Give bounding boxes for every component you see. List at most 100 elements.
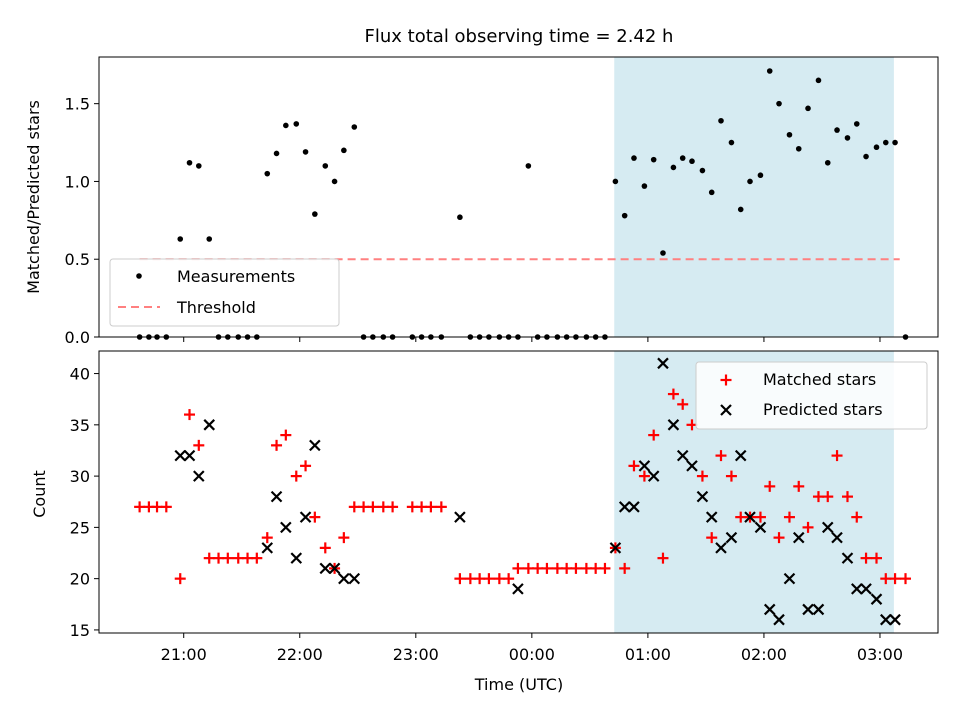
measurement-point [718, 117, 724, 124]
matched-point [570, 562, 582, 574]
measurement-point [776, 100, 782, 107]
matched-point [667, 388, 679, 400]
predicted-point [647, 470, 660, 482]
measurement-point [708, 189, 715, 196]
bottom-x-axis: 21:00 22:00 23:00 00:00 01:00 02:00 03:00 [161, 633, 903, 664]
matched-point [638, 470, 650, 482]
bottom-y-tick-label: 35 [70, 416, 90, 435]
predicted-point [696, 490, 709, 503]
predicted-point-d2 [754, 521, 767, 534]
matched-point [280, 429, 292, 441]
measurement-point [293, 121, 300, 127]
predicted-point-d2 [763, 603, 776, 616]
predicted-point-d2 [880, 613, 892, 626]
legend-measurements-label: Measurements [177, 267, 295, 286]
matched-point [599, 562, 611, 574]
predicted-point [686, 460, 698, 472]
predicted-point-d2 [870, 593, 883, 605]
measurement-point [795, 145, 802, 152]
predicted-point [754, 521, 767, 534]
measurement-point [341, 147, 347, 154]
matched-stars-series [134, 388, 912, 585]
bottom-legend-box [695, 361, 928, 430]
predicted-point-d2 [802, 603, 814, 616]
matched-point [503, 573, 515, 585]
predicted-point [715, 542, 727, 554]
top-legend-box [109, 258, 340, 327]
legend-matched-label: Matched stars [763, 370, 876, 389]
measurement-point [834, 127, 840, 133]
predicted-point-d2 [628, 501, 640, 513]
bottom-x-tick-label: 00:00 [509, 645, 555, 664]
matched-point [532, 562, 544, 574]
matched-point [783, 511, 795, 523]
measurement-point [612, 178, 619, 185]
matched-point [522, 562, 534, 574]
matched-point [648, 429, 660, 441]
measurement-point [747, 178, 753, 185]
predicted-point [841, 552, 854, 564]
measurement-point [757, 172, 764, 179]
measurement-point [699, 167, 706, 174]
bottom-panel-count-chart: 15 20 25 30 35 40 21:00 22:00 23:00 00:00 01:00 02… [30, 350, 939, 694]
predicted-point-d2 [792, 531, 805, 544]
bottom-x-tick-label: 23:00 [393, 645, 439, 664]
predicted-point-d2 [821, 521, 834, 534]
predicted-point [744, 511, 756, 523]
measurement-point [786, 131, 793, 138]
bottom-axes-frame [98, 350, 939, 634]
measurement-point [331, 178, 338, 185]
matched-point [822, 491, 834, 503]
chart-title: Flux total observing time = 2.42 h [365, 26, 674, 47]
matched-point [851, 511, 863, 523]
bottom-x-tick-label: 02:00 [741, 645, 787, 664]
predicted-point [889, 613, 901, 626]
predicted-point [860, 583, 872, 595]
top-y-tick-label: 0.5 [65, 250, 90, 269]
predicted-point [618, 501, 631, 513]
bottom-legend: Matched stars Predicted stars [695, 361, 928, 430]
predicted-point-d2 [328, 562, 341, 575]
predicted-point [270, 490, 283, 503]
matched-point [193, 439, 205, 451]
bottom-y-axis: 15 20 25 30 35 40 [70, 365, 99, 640]
measurement-point [824, 159, 831, 166]
predicted-point-d2 [860, 583, 872, 595]
predicted-point-d2 [686, 460, 698, 472]
matched-point [657, 552, 669, 564]
bottom-y-tick-label: 25 [70, 518, 90, 537]
measurement-point [525, 163, 532, 169]
predicted-point [667, 419, 680, 431]
measurement-point [195, 163, 202, 169]
measurement-point [805, 105, 811, 112]
measurement-point [815, 77, 822, 84]
matched-point [290, 470, 302, 482]
matched-point [377, 501, 389, 513]
predicted-point-d2 [261, 542, 274, 554]
measurement-point [631, 155, 637, 161]
predicted-point [792, 531, 805, 544]
predicted-point [290, 552, 303, 564]
matched-point [151, 501, 163, 513]
matched-point [387, 501, 399, 513]
predicted-point-d2 [618, 501, 631, 513]
legend-predicted-label: Predicted stars [763, 400, 883, 419]
matched-point [590, 562, 602, 574]
predicted-point [348, 572, 361, 585]
bottom-y-tick-label: 20 [70, 570, 90, 589]
measurement-point [892, 139, 898, 146]
predicted-point [802, 603, 814, 616]
measurement-point [206, 236, 213, 242]
top-legend: Measurements Threshold [109, 258, 340, 327]
measurement-point [322, 163, 329, 169]
predicted-point [870, 593, 883, 605]
predicted-point-d2 [831, 531, 843, 544]
matched-point [251, 552, 263, 564]
predicted-point-d2 [744, 511, 756, 523]
predicted-point-d2 [783, 572, 796, 585]
legend-matched-marker [720, 374, 732, 386]
bottom-x-axis-label: Time (UTC) [474, 675, 563, 694]
matched-point [580, 562, 592, 574]
measurement-point [660, 250, 666, 256]
